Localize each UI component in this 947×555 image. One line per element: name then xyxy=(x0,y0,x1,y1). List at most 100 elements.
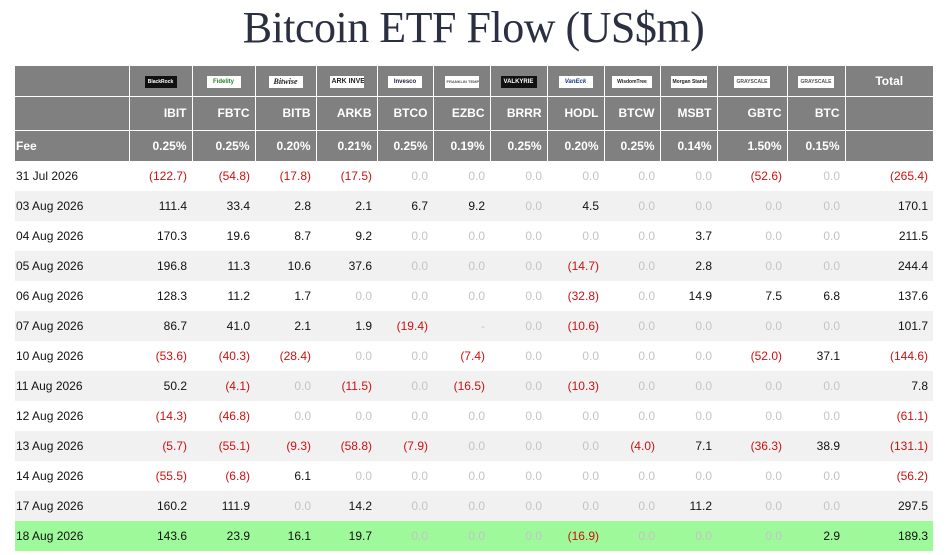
flow-cell: 160.2 xyxy=(156,499,187,513)
flow-cell: 2.8 xyxy=(294,199,311,213)
fee-btc: 0.15% xyxy=(787,130,846,162)
flow-cell: 9.2 xyxy=(468,199,485,213)
row-date: 03 Aug 2026 xyxy=(16,199,84,213)
flow-cell: 0.0 xyxy=(638,199,655,213)
flow-cell: 0.0 xyxy=(468,439,485,453)
row-total: 170.1 xyxy=(897,199,928,213)
row-total: 211.5 xyxy=(898,229,928,243)
row-total: (61.1) xyxy=(896,409,928,423)
flow-cell: 14.9 xyxy=(688,289,712,303)
flow-cell: 0.0 xyxy=(638,379,655,393)
flow-cell: (36.3) xyxy=(750,439,782,453)
fee-hodl: 0.20% xyxy=(547,130,605,162)
flow-cell: 0.0 xyxy=(765,469,782,483)
flow-cell: 8.7 xyxy=(294,229,311,243)
fidelity-logo: Fidelity xyxy=(206,75,241,88)
row-total: 189.3 xyxy=(897,529,928,543)
bitwise-logo: Bitwise xyxy=(268,75,303,88)
fee-brrr: 0.25% xyxy=(490,130,548,162)
flow-cell: (46.8) xyxy=(218,409,250,423)
flow-cell: 1.9 xyxy=(355,319,372,333)
flow-cell: 0.0 xyxy=(638,169,655,184)
flow-cell: (6.8) xyxy=(225,469,250,483)
issuer-logo-cell: VALKYRIE xyxy=(490,66,548,97)
flow-cell: 14.2 xyxy=(348,499,372,513)
fee-bitb: 0.20% xyxy=(255,130,317,162)
header-corner xyxy=(15,66,130,97)
flow-cell: 0.0 xyxy=(765,199,782,213)
issuer-logo-cell: Bitwise xyxy=(255,66,317,97)
grayscale-logo: GRAYSCALE xyxy=(798,75,834,88)
flow-cell: (16.9) xyxy=(567,529,599,543)
flow-cell: 0.0 xyxy=(411,349,428,363)
page-title: Bitcoin ETF Flow (US$m) xyxy=(242,3,705,52)
issuer-logo-cell: FRANKLIN TEMPLETON xyxy=(433,66,491,97)
flow-cell: 38.9 xyxy=(816,439,840,453)
row-date: 17 Aug 2026 xyxy=(16,499,84,513)
issuer-logo-cell: Fidelity xyxy=(192,66,256,97)
flow-cell: 0.0 xyxy=(695,529,712,543)
ticker-brrr: BRRR xyxy=(490,96,548,131)
flow-cell: 33.4 xyxy=(226,199,250,213)
flow-cell: 0.0 xyxy=(468,259,485,273)
row-total: 244.4 xyxy=(897,259,928,273)
flow-cell: 19.6 xyxy=(226,229,250,243)
flow-cell: 0.0 xyxy=(468,529,485,543)
issuer-logo-cell: GRAYSCALE xyxy=(717,66,788,97)
table-row: 12 Aug 2026 (14.3) (46.8) 0.0 0.0 0.0 0.0 0.0 0.… xyxy=(15,401,933,431)
issuer-logo-cell: Morgan Stanley xyxy=(660,66,718,97)
flow-cell: 0.0 xyxy=(695,469,712,483)
fee-ezbc: 0.19% xyxy=(433,130,491,162)
flow-cell: 0.0 xyxy=(411,289,428,303)
invesco-logo: Invesco xyxy=(388,75,422,88)
flow-cell: (17.5) xyxy=(340,169,372,184)
flow-cell: 111.4 xyxy=(158,199,187,213)
flow-cell: 10.6 xyxy=(287,259,311,273)
flow-cell: 0.0 xyxy=(638,529,655,543)
table-row: 05 Aug 2026 196.8 11.3 10.6 37.6 0.0 0.0 0.0 (14… xyxy=(15,251,933,281)
flow-cell: 7.5 xyxy=(765,289,782,303)
flow-cell: 0.0 xyxy=(638,409,655,423)
flow-cell: 0.0 xyxy=(468,229,485,243)
row-total: (131.1) xyxy=(889,439,928,453)
flow-cell: 37.6 xyxy=(348,259,372,273)
flow-cell: 0.0 xyxy=(765,319,782,333)
issuer-logo-cell: ARK INVEST xyxy=(316,66,378,97)
flow-cell: (10.3) xyxy=(567,379,599,393)
flow-cell: (10.6) xyxy=(567,319,599,333)
header-blank xyxy=(845,130,933,162)
flow-cell: (16.5) xyxy=(453,379,485,393)
flow-cell: (32.8) xyxy=(567,289,599,303)
flow-cell: 0.0 xyxy=(638,499,655,513)
flow-cell: 3.7 xyxy=(695,229,712,243)
flow-cell: 0.0 xyxy=(695,319,712,333)
flow-cell: 0.0 xyxy=(294,379,311,393)
flow-cell: 0.0 xyxy=(411,529,428,543)
flow-cell: 0.0 xyxy=(582,229,599,243)
flow-cell: 0.0 xyxy=(638,319,655,333)
flow-cell: 0.0 xyxy=(582,169,599,184)
flow-cell: 0.0 xyxy=(294,499,311,513)
ticker-row: IBIT FBTC BITB ARKB BTCO EZBC BRRR HODL BTCW MSBT… xyxy=(15,96,933,131)
ark-invest-logo: ARK INVEST xyxy=(329,75,364,88)
flow-cell: 37.1 xyxy=(816,349,840,363)
issuer-logo-cell: WisdomTree xyxy=(604,66,661,97)
table-row: 04 Aug 2026 170.3 19.6 8.7 9.2 0.0 0.0 0.0 0.0 0.… xyxy=(15,221,933,251)
flow-cell: (17.8) xyxy=(279,169,311,184)
row-total: 137.6 xyxy=(897,289,928,303)
table-row: 13 Aug 2026 (5.7) (55.1) (9.3) (58.8) (7.9) 0.… xyxy=(15,431,933,461)
flow-cell: 0.0 xyxy=(638,259,655,273)
flow-cell: (11.5) xyxy=(341,379,372,393)
flow-cell: (7.9) xyxy=(403,439,428,453)
flow-cell: 0.0 xyxy=(823,229,840,243)
flow-cell: 0.0 xyxy=(695,199,712,213)
flow-cell: (5.7) xyxy=(162,439,187,453)
flow-cell: 0.0 xyxy=(468,169,485,184)
flow-cell: 0.0 xyxy=(355,409,372,423)
flow-cell: 19.7 xyxy=(348,529,372,543)
flow-cell: 0.0 xyxy=(823,319,840,333)
flow-cell: 86.7 xyxy=(163,319,187,333)
fee-ibit: 0.25% xyxy=(129,130,193,162)
flow-cell: 0.0 xyxy=(638,469,655,483)
issuer-logo-cell: GRAYSCALE xyxy=(787,66,846,97)
